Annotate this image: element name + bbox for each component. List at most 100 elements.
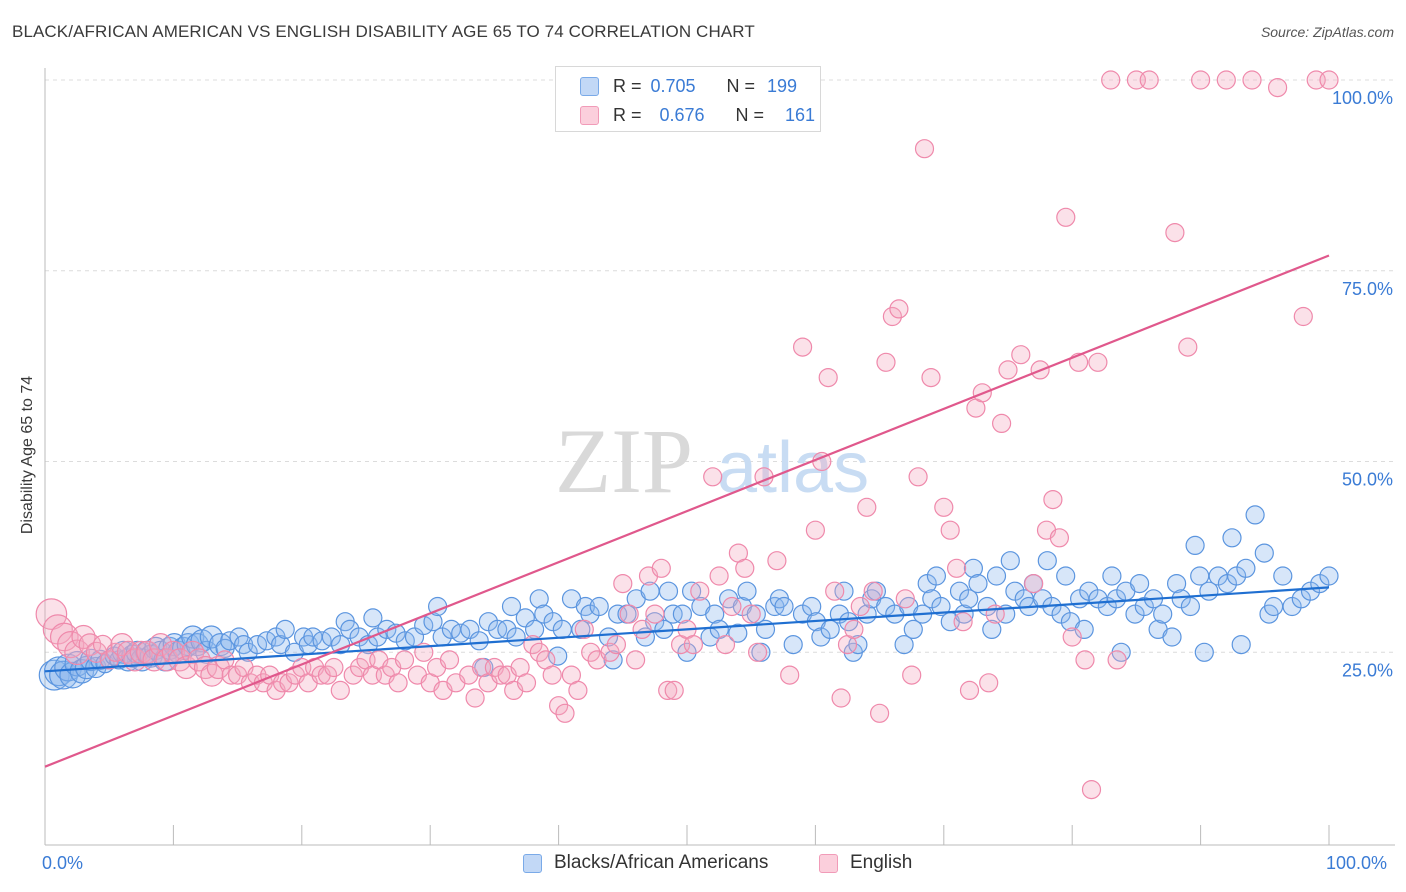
blacks-point: [728, 623, 748, 643]
trend-line-blacks: [44, 586, 1330, 673]
english-point: [895, 589, 915, 609]
english-point: [529, 642, 549, 662]
blacks-point: [1185, 535, 1205, 556]
blacks-point: [959, 589, 979, 609]
legend-n-value: 161: [785, 104, 816, 125]
blacks-point: [931, 596, 951, 617]
trend-line-english: [44, 254, 1330, 768]
blacks-point: [1231, 634, 1251, 655]
english-point: [330, 680, 350, 701]
watermark-zip: ZIP: [555, 410, 693, 512]
english-point: [317, 665, 338, 685]
english-point: [394, 650, 415, 670]
english-point: [703, 467, 723, 487]
axes: [44, 68, 1395, 846]
blacks-point: [1222, 528, 1242, 548]
blacks-point: [1319, 566, 1339, 586]
blacks-point: [1000, 551, 1020, 571]
blacks-point: [894, 634, 914, 655]
english-point: [747, 642, 768, 662]
blacks-point: [677, 642, 697, 662]
blacks-point: [363, 608, 383, 628]
english-point: [200, 663, 224, 687]
english-point: [651, 558, 671, 578]
blacks-point: [672, 604, 693, 624]
english-point: [555, 703, 575, 723]
blacks-point: [552, 619, 572, 640]
blacks-point: [1102, 566, 1122, 586]
english-point: [889, 299, 909, 319]
english-point: [715, 634, 736, 655]
english-point: [658, 680, 678, 701]
blacks-point: [589, 596, 609, 617]
blacks-point: [1162, 627, 1182, 647]
blacks-point: [460, 619, 480, 640]
y-tick-label: 50.0%: [1342, 470, 1393, 490]
blacks-point: [1236, 558, 1256, 578]
english-point: [168, 648, 192, 672]
legend-n-label: N =: [726, 75, 756, 96]
blacks-point: [968, 573, 988, 594]
watermark: ZIP atlas: [555, 410, 869, 512]
legend-r-value: 0.676: [659, 104, 705, 125]
chart-title: BLACK/AFRICAN AMERICAN VS ENGLISH DISABI…: [12, 22, 755, 41]
english-point: [1075, 650, 1095, 670]
english-point: [1319, 70, 1339, 90]
blacks-point: [705, 604, 725, 624]
english-point: [921, 368, 941, 388]
english-point: [1190, 70, 1211, 90]
english-point: [465, 688, 485, 708]
legend-item-english[interactable]: English: [819, 852, 912, 874]
english-point: [863, 581, 883, 601]
english-point: [439, 650, 460, 670]
blacks-point: [926, 566, 947, 586]
english-point: [876, 352, 896, 372]
blacks-point: [848, 634, 868, 655]
english-point: [946, 558, 967, 578]
english-point: [619, 604, 639, 624]
legend-swatch-english: [580, 105, 599, 125]
blacks-point: [54, 653, 83, 682]
english-point: [116, 640, 141, 664]
english-point: [914, 139, 935, 159]
grid-lines: [45, 79, 1395, 653]
english-point: [1293, 306, 1313, 327]
english-point: [606, 634, 627, 655]
blacks-point: [903, 619, 923, 640]
blacks-point: [982, 619, 1002, 640]
english-point: [1056, 207, 1076, 227]
blacks-point: [1254, 543, 1274, 563]
english-point: [1216, 70, 1236, 90]
legend-n-label: N =: [735, 104, 765, 125]
blacks-point: [501, 596, 522, 617]
english-point: [805, 520, 826, 540]
legend-item-blacks[interactable]: Blacks/African Americans: [523, 852, 768, 874]
stats-legend: R = 0.705 N = 199 R = 0.676 N = 161: [555, 66, 821, 132]
legend-label-blacks: Blacks/African Americans: [554, 852, 769, 873]
english-point: [600, 642, 620, 662]
blacks-point: [783, 634, 803, 655]
blacks-point: [1245, 505, 1265, 525]
english-point: [491, 665, 511, 685]
trend-lines: [44, 254, 1330, 768]
blacks-point: [1074, 619, 1094, 640]
series-english-points: [35, 70, 1339, 800]
blacks-point: [802, 596, 822, 617]
english-point: [1081, 779, 1102, 800]
english-point: [792, 337, 813, 357]
blacks-point: [963, 558, 984, 578]
english-point: [818, 368, 838, 388]
english-point: [902, 665, 922, 685]
series-legend: Blacks/African Americans English: [0, 852, 1406, 878]
blacks-point: [1129, 573, 1150, 594]
english-point: [516, 673, 537, 693]
english-point: [1178, 337, 1198, 357]
blacks-point: [1263, 596, 1284, 617]
english-point: [645, 604, 665, 624]
english-point: [343, 665, 363, 685]
blacks-point: [275, 619, 295, 640]
legend-r-label: R =: [613, 104, 642, 125]
english-point: [632, 619, 652, 640]
chart-source: Source: ZipAtlas.com: [1260, 24, 1394, 40]
english-point: [181, 640, 205, 664]
